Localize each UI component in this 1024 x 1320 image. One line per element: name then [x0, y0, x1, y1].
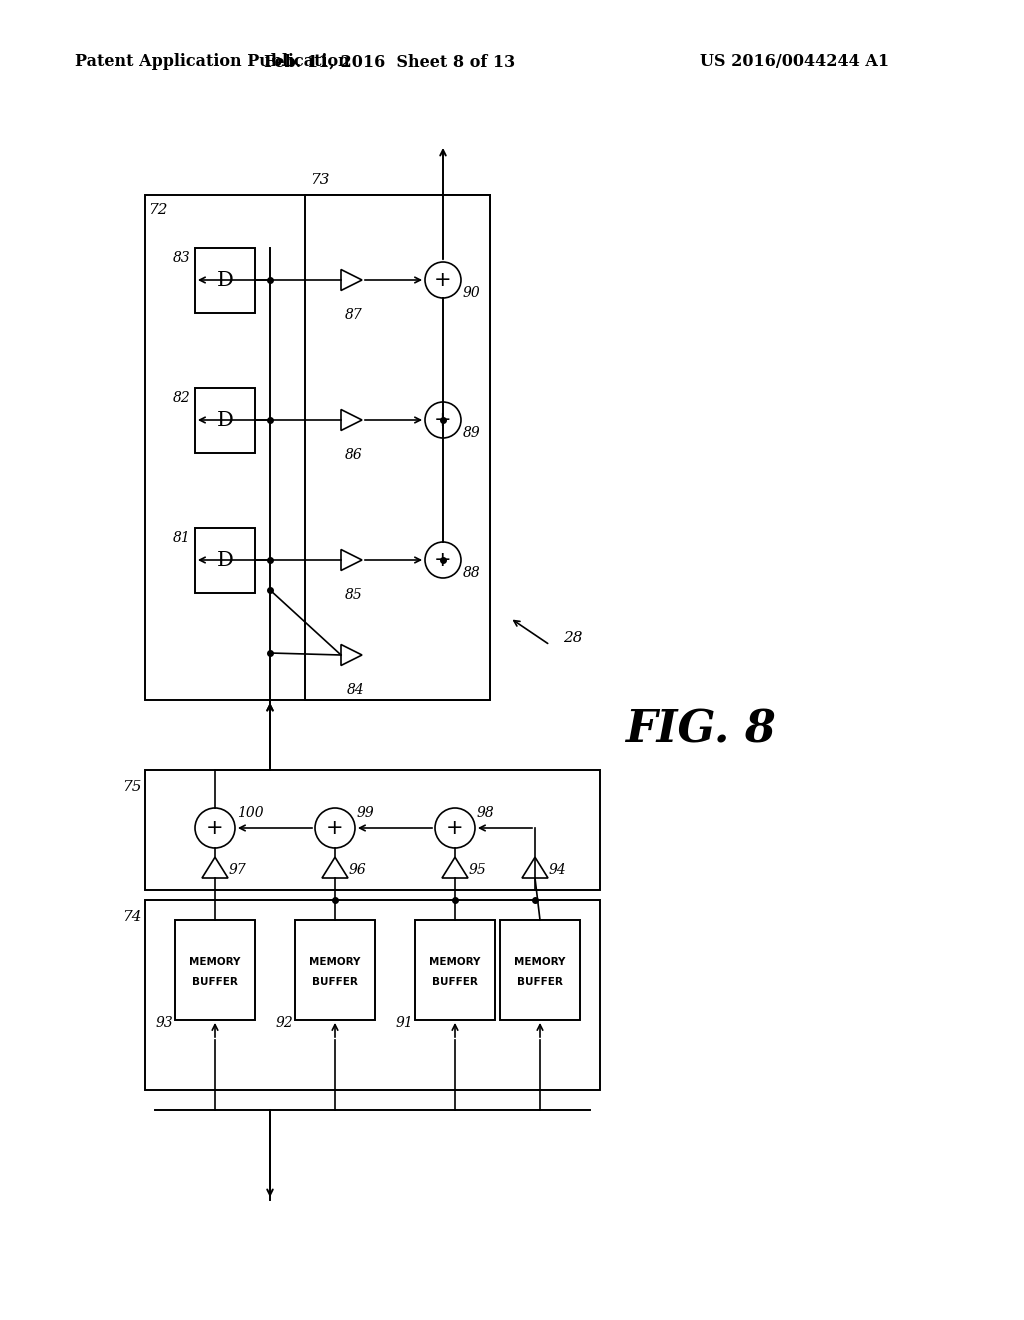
- Text: 75: 75: [123, 780, 142, 795]
- Bar: [195, 528, 255, 593]
- Bar: [195, 248, 255, 313]
- Text: Feb. 11, 2016  Sheet 8 of 13: Feb. 11, 2016 Sheet 8 of 13: [264, 54, 515, 70]
- Text: US 2016/0044244 A1: US 2016/0044244 A1: [700, 54, 889, 70]
- Text: +: +: [327, 818, 344, 838]
- Text: 81: 81: [173, 531, 191, 544]
- Circle shape: [425, 403, 461, 438]
- Text: 72: 72: [148, 203, 168, 216]
- Polygon shape: [442, 857, 468, 878]
- Text: +: +: [206, 818, 224, 838]
- Text: +: +: [446, 818, 464, 838]
- Polygon shape: [341, 549, 362, 570]
- Circle shape: [195, 808, 234, 847]
- Bar: [305, 195, 490, 700]
- Text: 99: 99: [357, 807, 375, 820]
- Text: 28: 28: [563, 631, 583, 645]
- Polygon shape: [322, 857, 348, 878]
- Text: D: D: [216, 411, 233, 429]
- Text: 86: 86: [345, 447, 362, 462]
- Bar: [145, 770, 600, 890]
- Text: 93: 93: [156, 1016, 173, 1030]
- Text: BUFFER: BUFFER: [432, 977, 478, 987]
- Bar: [175, 920, 255, 1020]
- Text: 73: 73: [310, 173, 330, 187]
- Text: 84: 84: [347, 682, 365, 697]
- Text: 94: 94: [549, 863, 566, 876]
- Text: 88: 88: [463, 566, 480, 579]
- Text: 89: 89: [463, 426, 480, 440]
- Text: MEMORY: MEMORY: [309, 957, 360, 968]
- Text: 96: 96: [349, 863, 367, 876]
- Text: 92: 92: [275, 1016, 293, 1030]
- Text: MEMORY: MEMORY: [514, 957, 565, 968]
- Circle shape: [435, 808, 475, 847]
- Polygon shape: [522, 857, 548, 878]
- Text: 97: 97: [229, 863, 247, 876]
- Text: BUFFER: BUFFER: [193, 977, 238, 987]
- Bar: [195, 388, 255, 453]
- Text: FIG. 8: FIG. 8: [625, 709, 775, 751]
- Text: +: +: [434, 271, 452, 290]
- Text: 90: 90: [463, 286, 480, 300]
- Text: MEMORY: MEMORY: [429, 957, 480, 968]
- Circle shape: [425, 261, 461, 298]
- Text: 98: 98: [477, 807, 495, 820]
- Text: MEMORY: MEMORY: [189, 957, 241, 968]
- Text: 87: 87: [345, 308, 362, 322]
- Polygon shape: [341, 409, 362, 430]
- Bar: [295, 920, 375, 1020]
- Text: 74: 74: [123, 909, 142, 924]
- Polygon shape: [341, 269, 362, 290]
- Text: D: D: [216, 550, 233, 569]
- Text: BUFFER: BUFFER: [312, 977, 358, 987]
- Bar: [415, 920, 495, 1020]
- Polygon shape: [341, 644, 362, 665]
- Bar: [145, 900, 600, 1090]
- Circle shape: [315, 808, 355, 847]
- Text: 91: 91: [395, 1016, 413, 1030]
- Text: +: +: [434, 411, 452, 430]
- Text: +: +: [434, 550, 452, 570]
- Text: 100: 100: [237, 807, 263, 820]
- Circle shape: [425, 543, 461, 578]
- Bar: [145, 195, 490, 700]
- Bar: [500, 920, 580, 1020]
- Text: 85: 85: [345, 587, 362, 602]
- Text: BUFFER: BUFFER: [517, 977, 563, 987]
- Text: Patent Application Publication: Patent Application Publication: [75, 54, 350, 70]
- Text: D: D: [216, 271, 233, 289]
- Text: 83: 83: [173, 251, 191, 264]
- Polygon shape: [202, 857, 228, 878]
- Text: 95: 95: [469, 863, 486, 876]
- Text: 82: 82: [173, 391, 191, 404]
